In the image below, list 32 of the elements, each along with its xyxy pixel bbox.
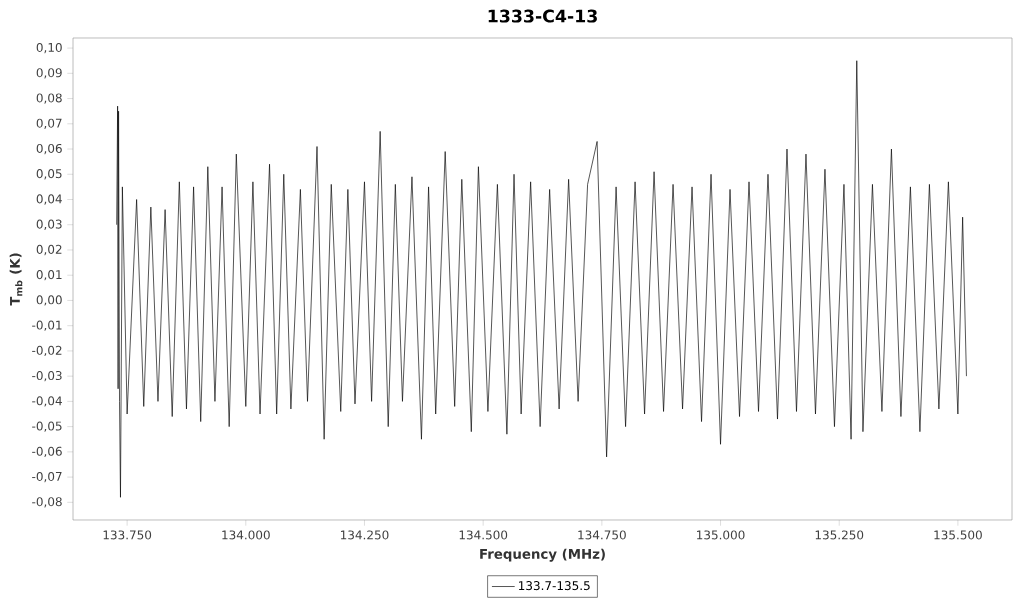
y-tick-label: 0,00 xyxy=(36,295,62,306)
chart-title: 1333-C4-13 xyxy=(488,9,597,23)
y-tick-label: 0,06 xyxy=(36,143,62,155)
line-series xyxy=(116,60,967,498)
x-tick-label: 135.250 xyxy=(815,530,864,540)
y-tick-label: -0,08 xyxy=(32,497,62,508)
x-tick-label: 134.500 xyxy=(459,530,508,540)
legend-label: 133.7-135.5 xyxy=(519,581,590,591)
y-tick-label: -0,03 xyxy=(32,371,62,382)
y-tick-label: -0,07 xyxy=(32,471,62,483)
y-tick-label: 0,04 xyxy=(36,194,62,205)
y-tick-label: 0,01 xyxy=(36,270,62,281)
y-tick-label: 0,03 xyxy=(36,219,62,230)
x-tick-label: 135.500 xyxy=(934,530,982,540)
y-tick-label: -0,01 xyxy=(32,320,62,331)
x-tick-label: 135.000 xyxy=(697,530,745,540)
y-tick-label: -0,02 xyxy=(32,345,62,357)
x-tick-label: 133.750 xyxy=(103,530,152,540)
x-axis-title: Frequency (MHz) xyxy=(480,548,605,562)
x-tick-label: 134.750 xyxy=(578,530,626,540)
y-tick-label: 0,09 xyxy=(36,68,62,79)
y-tick-label: -0,06 xyxy=(32,446,62,458)
y-tick-label: 0,02 xyxy=(36,244,62,256)
y-tick-label: 0,08 xyxy=(36,93,62,104)
y-axis-title: T$_{mb}$ (K) xyxy=(9,253,23,306)
y-tick-label: 0,07 xyxy=(36,118,62,129)
y-tick-label: -0,04 xyxy=(32,396,62,407)
y-tick-label: 0,05 xyxy=(36,169,62,180)
y-tick-label: -0,05 xyxy=(32,421,62,432)
y-tick-label: 0,10 xyxy=(36,42,62,54)
x-tick-label: 134.000 xyxy=(222,530,270,540)
x-tick-label: 134.250 xyxy=(340,530,389,540)
